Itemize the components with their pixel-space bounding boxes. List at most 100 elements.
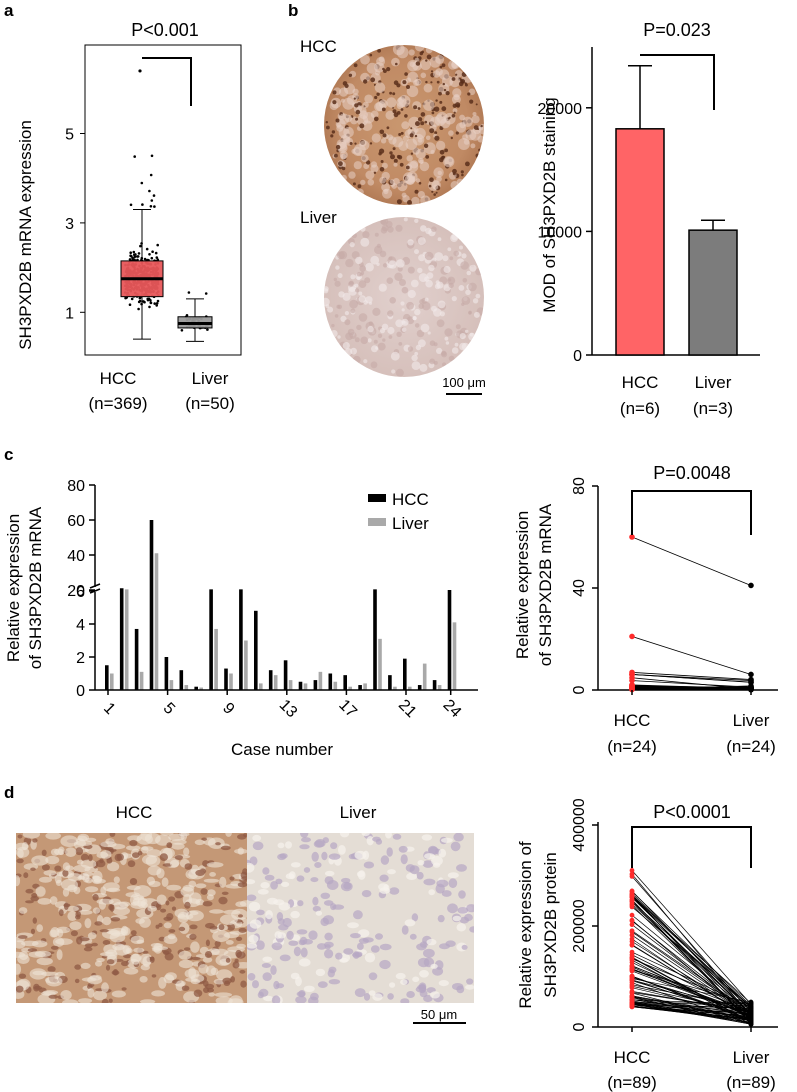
ihc-spot: [218, 924, 225, 931]
ihc-spot: [85, 837, 97, 843]
tissue-spot: [461, 253, 467, 259]
bar-liver: [273, 675, 278, 690]
stain-spot: [340, 174, 347, 181]
hcc-point: [629, 990, 635, 995]
bar: [688, 229, 738, 356]
bar-hcc: [164, 657, 169, 690]
tissue-spot: [373, 339, 378, 344]
ihc-spot: [76, 936, 83, 945]
tissue-spot: [427, 331, 431, 335]
panel-c-ylabel-line2: of SH3PXD2B mRNA: [26, 506, 45, 669]
tissue-spot: [419, 363, 428, 372]
nucleus: [363, 861, 375, 869]
tissue-spot: [411, 361, 421, 370]
y-tick-label: 10000: [538, 224, 583, 241]
tissue-spot: [394, 272, 403, 281]
nucleus: [438, 848, 447, 858]
tissue-spot: [387, 310, 394, 317]
nucleus: [370, 945, 380, 953]
tissue-spot: [337, 335, 341, 339]
panel-b-scalebar-label: 100 μm: [442, 375, 486, 390]
stain-spot: [443, 88, 447, 92]
bar-hcc: [149, 520, 154, 690]
bar-liver: [124, 589, 129, 690]
stain-spot: [336, 122, 342, 128]
nucleus: [423, 878, 436, 886]
tissue-spot: [424, 251, 434, 261]
stain-spot: [386, 126, 390, 130]
ihc-spot: [49, 896, 58, 905]
stain-spot: [414, 57, 420, 63]
nucleus: [278, 902, 291, 911]
stain-spot: [458, 81, 464, 87]
panel-c2-pairs: [629, 534, 754, 693]
nucleus: [400, 854, 408, 865]
nucleus: [286, 930, 294, 940]
stain-spot: [402, 195, 410, 203]
x-tick-label: 13: [276, 697, 301, 722]
nucleus: [338, 845, 346, 855]
ihc-spot: [105, 964, 111, 971]
nucleus: [456, 923, 467, 932]
nucleus: [354, 850, 367, 860]
nucleus: [265, 910, 273, 920]
stain-spot: [425, 135, 431, 141]
stain-spot: [420, 72, 427, 79]
stain-spot: [406, 155, 413, 162]
data-point: [152, 194, 156, 197]
tissue-spot: [411, 354, 418, 362]
panel-d-hcc-ihc-image: [16, 833, 247, 1003]
nucleus: [298, 958, 311, 967]
ihc-spot: [17, 954, 30, 964]
stain-spot: [406, 85, 410, 89]
nucleus: [299, 844, 310, 850]
ihc-spot: [84, 918, 92, 929]
ihc-spot: [240, 871, 247, 879]
tissue-spot: [400, 301, 405, 306]
stain-spot: [404, 114, 408, 118]
data-point: [129, 251, 132, 254]
hcc-point: [629, 976, 635, 982]
nucleus: [275, 983, 285, 989]
nucleus: [299, 936, 308, 946]
nucleus: [298, 990, 306, 998]
bar-liver: [139, 671, 144, 690]
ihc-spot: [184, 863, 193, 870]
ihc-spot: [101, 998, 109, 1003]
ihc-spot: [202, 956, 213, 963]
ihc-spot: [16, 985, 24, 993]
panel-a-ylabel: SH3PXD2B mRNA expression: [16, 120, 35, 350]
ihc-spot: [170, 839, 187, 845]
ihc-spot: [114, 944, 130, 956]
stain-spot: [421, 50, 424, 54]
ihc-spot: [75, 911, 81, 918]
ihc-spot: [190, 941, 200, 953]
y-tick-label: 40: [67, 548, 85, 565]
ihc-spot: [85, 877, 93, 884]
tissue-spot: [356, 324, 362, 331]
bar-liver: [169, 680, 174, 690]
stain-spot: [419, 161, 430, 172]
bar-liver: [288, 680, 293, 690]
ihc-spot: [32, 838, 38, 843]
hcc-point: [629, 669, 635, 676]
panel-d2-ylabel-line1: Relative expression of: [516, 841, 535, 1009]
stain-spot: [344, 114, 353, 123]
ihc-spot: [50, 945, 59, 950]
stain-spot: [357, 188, 364, 196]
tissue-spot: [454, 342, 459, 347]
nucleus: [277, 853, 287, 861]
ihc-spot: [168, 896, 176, 902]
tissue-spot: [418, 339, 426, 348]
ihc-spot: [126, 845, 141, 851]
pair-line: [631, 899, 752, 1024]
nucleus: [303, 985, 315, 992]
category-n-label: (n=50): [185, 394, 235, 413]
nucleus: [308, 930, 318, 940]
ihc-spot: [33, 983, 40, 992]
ihc-spot: [27, 948, 38, 952]
ihc-spot: [65, 865, 74, 871]
data-point: [155, 302, 159, 305]
nucleus: [312, 896, 319, 906]
stain-spot: [376, 92, 380, 96]
